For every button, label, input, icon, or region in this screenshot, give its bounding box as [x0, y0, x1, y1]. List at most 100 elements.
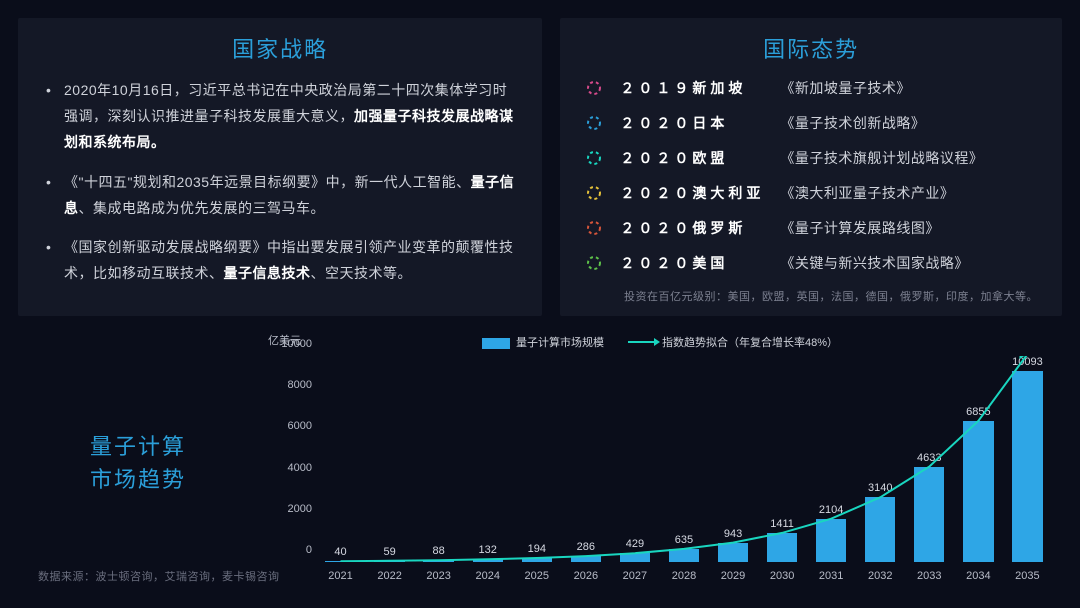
dashed-circle-icon	[584, 218, 604, 238]
bar-col: 882023	[414, 356, 463, 562]
bar	[522, 558, 552, 562]
bar-value-label: 132	[479, 544, 497, 556]
bar-col: 21042031	[807, 356, 856, 562]
dashed-circle-icon	[584, 78, 604, 98]
bar-value-label: 3140	[868, 482, 892, 494]
dashed-circle-icon	[584, 253, 604, 273]
y-tick: 2000	[268, 503, 312, 515]
international-doc: 《关键与新兴技术国家战略》	[780, 253, 969, 273]
bar-col: 402021	[316, 356, 365, 562]
bar-col: 2862026	[561, 356, 610, 562]
panel-title-right: 国际态势	[584, 32, 1038, 64]
strategy-bullet: 《国家创新驱动发展战略纲要》中指出要发展引领产业变革的颠覆性技术，比如移动互联技…	[42, 235, 518, 287]
international-year: ２０２０俄罗斯	[620, 218, 780, 238]
legend-line-label: 指数趋势拟合（年复合增长率48%）	[662, 334, 838, 350]
international-year: ２０２０美国	[620, 253, 780, 273]
dashed-circle-icon	[584, 113, 604, 133]
international-row: ２０２０日本《量子技术创新战略》	[584, 113, 1038, 133]
bar	[620, 553, 650, 562]
international-row: ２０１９新加坡《新加坡量子技术》	[584, 78, 1038, 98]
bar-value-label: 286	[577, 541, 595, 553]
bar-col: 6352028	[659, 356, 708, 562]
x-tick-label: 2026	[574, 570, 598, 582]
legend-bar-label: 量子计算市场规模	[516, 337, 604, 349]
chart-section: 量子计算 市场趋势 数据来源：波士顿咨询，艾瑞咨询，麦卡锡咨询 亿美元 量子计算…	[18, 334, 1062, 592]
chart-legend: 量子计算市场规模 指数趋势拟合（年复合增长率48%）	[482, 334, 838, 350]
bar-col: 592022	[365, 356, 414, 562]
bar-col: 100932035	[1003, 356, 1052, 562]
x-tick-label: 2028	[672, 570, 696, 582]
dashed-circle-icon	[584, 148, 604, 168]
bar	[473, 559, 503, 562]
top-row: 国家战略 2020年10月16日，习近平总书记在中央政治局第二十四次集体学习时强…	[18, 18, 1062, 316]
bar-col: 68552034	[954, 356, 1003, 562]
legend-bar: 量子计算市场规模	[482, 334, 604, 350]
bar	[767, 533, 797, 562]
bar	[865, 497, 895, 562]
x-tick-label: 2029	[721, 570, 745, 582]
bar	[1012, 371, 1042, 562]
y-tick: 4000	[268, 462, 312, 474]
legend-bar-swatch	[482, 338, 510, 349]
bar-value-label: 1411	[770, 518, 794, 530]
y-tick: 10000	[268, 338, 312, 350]
bar-col: 1322024	[463, 356, 512, 562]
international-row: ２０２０美国《关键与新兴技术国家战略》	[584, 253, 1038, 273]
international-year: ２０２０日本	[620, 113, 780, 133]
bar-value-label: 40	[334, 546, 346, 558]
x-tick-label: 2031	[819, 570, 843, 582]
x-tick-label: 2030	[770, 570, 794, 582]
x-tick-label: 2024	[475, 570, 499, 582]
panel-title-left: 国家战略	[42, 32, 518, 64]
y-tick: 6000	[268, 420, 312, 432]
strategy-bullet: 《"十四五"规划和2035年远景目标纲要》中，新一代人工智能、量子信息、集成电路…	[42, 170, 518, 222]
bar-col: 31402032	[856, 356, 905, 562]
bars-container: 4020215920228820231322024194202528620264…	[316, 356, 1052, 562]
international-row: ２０２０欧盟《量子技术旗舰计划战略议程》	[584, 148, 1038, 168]
bar	[816, 519, 846, 562]
bar-value-label: 429	[626, 538, 644, 550]
bar-value-label: 10093	[1012, 356, 1043, 368]
international-year: ２０２０澳大利亚	[620, 183, 780, 203]
bar	[669, 549, 699, 562]
x-tick-label: 2025	[525, 570, 549, 582]
international-doc: 《新加坡量子技术》	[780, 78, 911, 98]
bar-col: 4292027	[610, 356, 659, 562]
bar-value-label: 635	[675, 534, 693, 546]
y-ticks: 0200040006000800010000	[268, 356, 312, 562]
international-list: ２０１９新加坡《新加坡量子技术》 ２０２０日本《量子技术创新战略》 ２０２０欧盟《量…	[584, 78, 1038, 273]
bar-value-label: 943	[724, 528, 742, 540]
national-strategy-panel: 国家战略 2020年10月16日，习近平总书记在中央政治局第二十四次集体学习时强…	[18, 18, 542, 316]
legend-line-mark	[628, 341, 656, 343]
bar-col: 46332033	[905, 356, 954, 562]
bar-value-label: 88	[433, 545, 445, 557]
chart-area: 亿美元 量子计算市场规模 指数趋势拟合（年复合增长率48%） 020004000…	[258, 334, 1062, 592]
strategy-bullet: 2020年10月16日，习近平总书记在中央政治局第二十四次集体学习时强调，深刻认…	[42, 78, 518, 156]
x-tick-label: 2035	[1015, 570, 1039, 582]
international-row: ２０２０俄罗斯《量子计算发展路线图》	[584, 218, 1038, 238]
bar	[963, 421, 993, 562]
x-tick-label: 2023	[426, 570, 450, 582]
international-doc: 《澳大利亚量子技术产业》	[780, 183, 954, 203]
bar-value-label: 4633	[917, 452, 941, 464]
bar	[914, 467, 944, 562]
x-tick-label: 2027	[623, 570, 647, 582]
international-doc: 《量子技术旗舰计划战略议程》	[780, 148, 983, 168]
plot-area: 0200040006000800010000 40202159202288202…	[316, 356, 1052, 562]
bar-value-label: 194	[528, 543, 546, 555]
chart-label-line2: 市场趋势	[90, 463, 186, 496]
international-doc: 《量子计算发展路线图》	[780, 218, 940, 238]
bar	[718, 543, 748, 562]
dashed-circle-icon	[584, 183, 604, 203]
x-tick-label: 2032	[868, 570, 892, 582]
bar	[423, 560, 453, 562]
chart-label-line1: 量子计算	[90, 430, 186, 463]
bar-col: 1942025	[512, 356, 561, 562]
international-panel: 国际态势 ２０１９新加坡《新加坡量子技术》２０２０日本《量子技术创新战略》２０２…	[560, 18, 1062, 316]
bar-value-label: 2104	[819, 504, 843, 516]
strategy-bullets: 2020年10月16日，习近平总书记在中央政治局第二十四次集体学习时强调，深刻认…	[42, 78, 518, 287]
chart-source: 数据来源：波士顿咨询，艾瑞咨询，麦卡锡咨询	[38, 568, 280, 584]
y-tick: 8000	[268, 379, 312, 391]
international-footnote: 投资在百亿元级别：美国，欧盟，英国，法国，德国，俄罗斯，印度，加拿大等。	[584, 288, 1038, 304]
bar	[374, 561, 404, 562]
